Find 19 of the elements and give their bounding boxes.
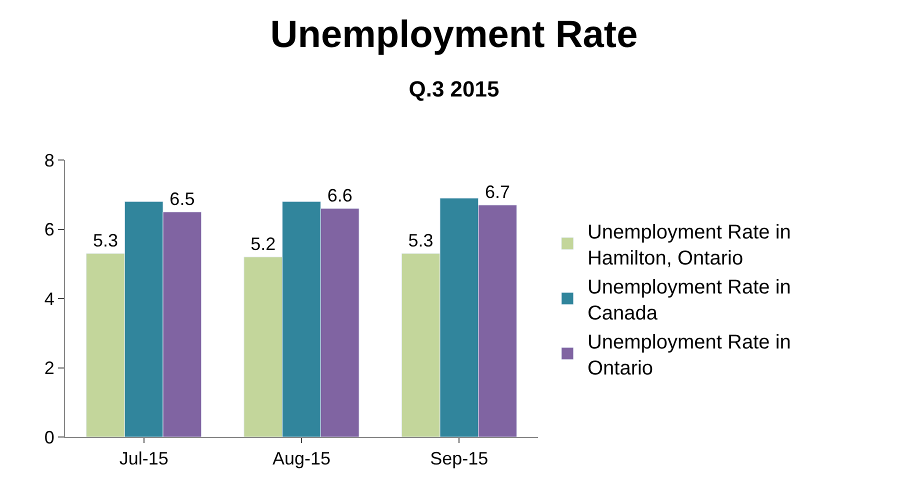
x-tick-label: Aug-15 [272,448,331,469]
x-tick-label: Jul-15 [119,448,168,469]
y-tick-label: 0 [44,427,54,448]
x-tick-label: Sep-15 [430,448,488,469]
chart-title: Unemployment Rate [270,14,638,56]
y-tick-label: 4 [44,288,54,309]
legend-label: Unemployment Rate in Canada [587,276,791,324]
data-label: 6.6 [327,185,352,206]
legend-label: Unemployment Rate in Hamilton, Ontario [587,221,791,270]
data-label: 5.2 [250,234,276,254]
data-label: 5.3 [92,230,118,250]
y-tick-label: 6 [44,220,54,240]
y-tick-label: 2 [44,358,54,378]
data-label: 6.7 [485,182,510,202]
chart-subtitle: Q.3 2015 [408,76,500,102]
data-label: 6.5 [170,188,195,209]
y-tick-label: 8 [44,150,54,170]
data-label: 5.3 [408,230,434,250]
legend-label: Unemployment Rate in Ontario [587,331,791,380]
